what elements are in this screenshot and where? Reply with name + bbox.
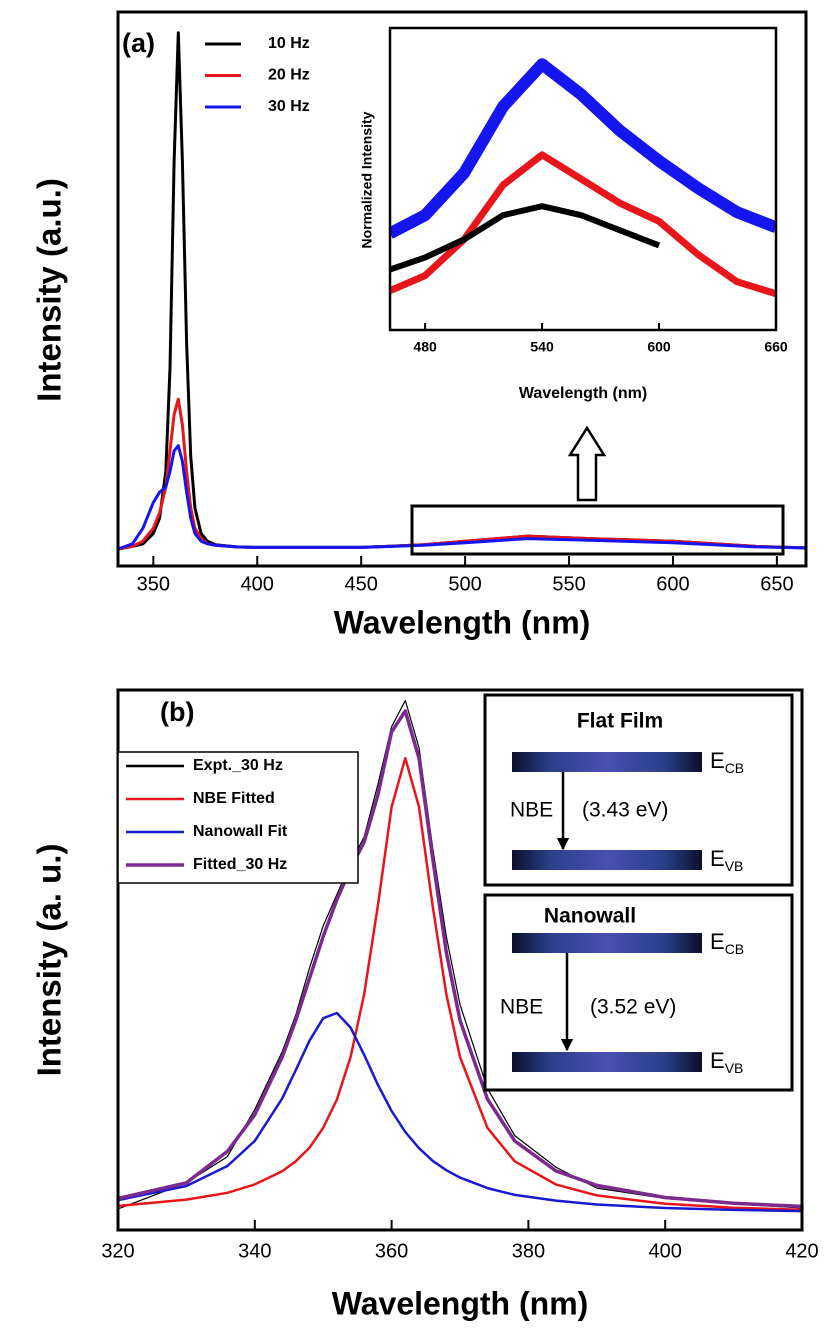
energy-label: (3.52 eV) (590, 996, 676, 1019)
band-label-sub: CB (725, 941, 744, 957)
series-line (118, 709, 802, 1209)
zoom-box (410, 504, 785, 556)
legend-label: Expt._30 Hz (193, 757, 283, 774)
legend-label: 30 Hz (268, 98, 310, 115)
x-tick-label: 600 (656, 573, 689, 595)
charts: 350 400 450 500 550 600 650 Wavelength (nm) Inte… (31, 10, 819, 1321)
plot-frame (116, 688, 804, 1232)
band-label-sub: VB (725, 858, 744, 874)
band-label-base: E (710, 748, 725, 773)
band-label: ECB (710, 748, 744, 776)
series-line (390, 58, 776, 239)
band-diagram: Nanowall ECB NBE (3.52 eV) EVB (483, 893, 794, 1092)
legend-label: NBE Fitted (193, 790, 275, 807)
x-tick-label: 550 (552, 573, 585, 595)
band-level (512, 850, 702, 870)
series-line (118, 756, 802, 1212)
band-level (512, 752, 702, 772)
y-axis-title: Intensity (a.u.) (31, 178, 68, 402)
x-tick-label: 400 (241, 573, 274, 595)
x-tick-label: 380 (512, 1240, 545, 1262)
transition-label: NBE (500, 996, 543, 1019)
legend-label: 10 Hz (268, 35, 310, 52)
legend-label: 20 Hz (268, 67, 310, 84)
plot-frame (388, 26, 778, 332)
series-line (118, 1011, 802, 1213)
band-title: Flat Film (577, 710, 663, 733)
series-line (390, 203, 661, 273)
band-diagram: Flat Film ECB NBE (3.43 eV) EVB (483, 693, 794, 887)
x-tick-label: 320 (101, 1240, 134, 1262)
x-axis-title: Wavelength (nm) (519, 385, 647, 402)
series-line (390, 151, 776, 298)
x-tick-label: 650 (760, 573, 793, 595)
transition-label: NBE (510, 799, 553, 822)
band-label-base: E (710, 929, 725, 954)
chart: 350 400 450 500 550 600 650 Wavelength (nm) Inte… (31, 10, 808, 640)
legend-box (117, 751, 359, 884)
band-label-sub: CB (725, 760, 744, 776)
zoom-arrow (567, 425, 607, 502)
x-tick-label: 480 (413, 339, 437, 355)
x-tick-label: 350 (137, 573, 170, 595)
energy-label: (3.43 eV) (582, 799, 668, 822)
band-title: Nanowall (544, 905, 636, 928)
x-tick-label: 400 (649, 1240, 682, 1262)
band-label: EVB (710, 1048, 743, 1076)
y-axis-title: Intensity (a. u.) (31, 844, 68, 1077)
x-tick-label: 360 (375, 1240, 408, 1262)
x-tick-label: 340 (238, 1240, 271, 1262)
band-level (512, 933, 702, 953)
series-line (118, 397, 806, 551)
band-label-base: E (710, 846, 725, 871)
panel-label: (a) (122, 28, 155, 58)
x-axis-title: Wavelength (nm) (334, 604, 591, 640)
chart: 480 540 600 660 Wavelength (nm) Normalized In… (359, 26, 788, 402)
x-tick-label: 660 (764, 339, 788, 355)
y-axis-title: Normalized Intensity (359, 111, 375, 248)
plot-frame (116, 10, 808, 568)
panel-label: (b) (160, 697, 194, 727)
x-tick-label: 500 (448, 573, 481, 595)
chart: 320 340 360 380 400 420 Wavelength (nm) Intensi… (31, 688, 819, 1321)
band-label-base: E (710, 1048, 725, 1073)
x-tick-label: 600 (647, 339, 671, 355)
x-axis-title: Wavelength (nm) (332, 1285, 589, 1321)
legend-label: Nanowall Fit (193, 823, 288, 840)
band-label-sub: VB (725, 1060, 744, 1076)
legend-label: Fitted_30 Hz (193, 856, 287, 873)
x-tick-label: 420 (785, 1240, 818, 1262)
band-level (512, 1052, 702, 1072)
band-label: EVB (710, 846, 743, 874)
x-tick-label: 540 (530, 339, 554, 355)
series-line (118, 444, 806, 551)
band-label: ECB (710, 929, 744, 957)
x-tick-label: 450 (345, 573, 378, 595)
series-line (118, 699, 802, 1210)
